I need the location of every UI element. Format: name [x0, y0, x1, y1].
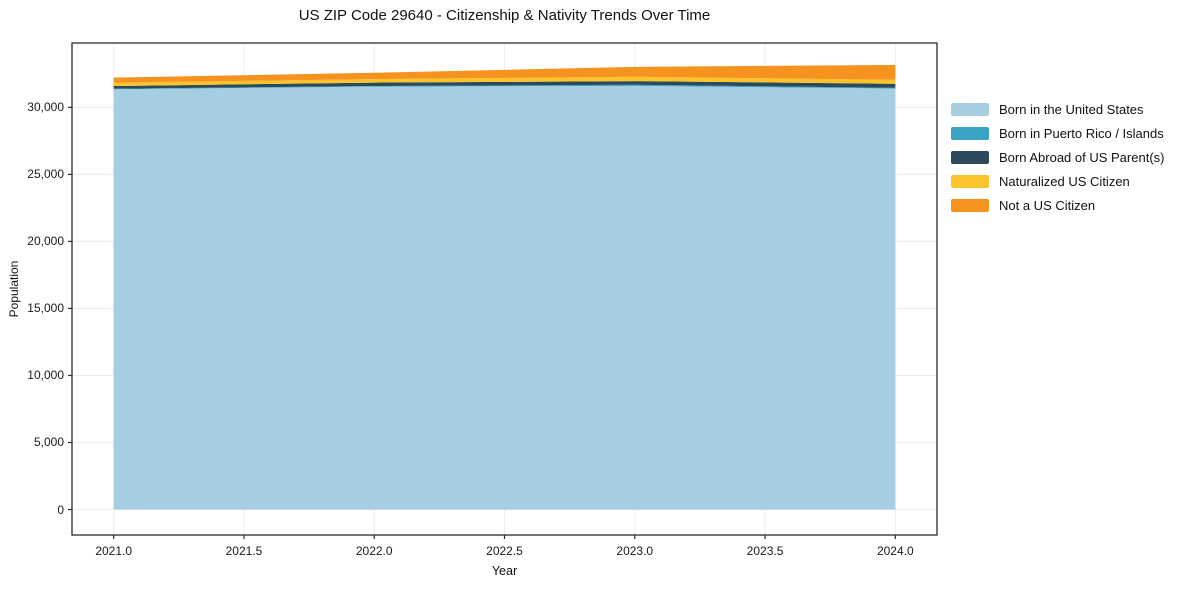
- y-tick-label: 5,000: [33, 435, 64, 450]
- area-series: [113, 84, 896, 90]
- x-tick-label: 2021.0: [95, 544, 133, 558]
- x-tick-label: 2022.5: [486, 544, 523, 558]
- x-tick-label: 2021.5: [225, 544, 263, 558]
- legend-item: Born in Puerto Rico / Islands: [951, 125, 1164, 141]
- y-tick-label: 15,000: [27, 301, 64, 316]
- area-series: [113, 64, 896, 83]
- y-tick-label: 10,000: [27, 368, 64, 383]
- legend-swatch: [951, 102, 989, 116]
- legend-item: Not a US Citizen: [951, 197, 1164, 213]
- chart-title: US ZIP Code 29640 - Citizenship & Nativi…: [298, 7, 711, 24]
- y-tick-label: 0: [57, 502, 64, 517]
- legend-item-label: Born in the United States: [999, 101, 1144, 117]
- legend-swatch: [951, 198, 989, 212]
- legend-item-label: Born Abroad of US Parent(s): [999, 149, 1165, 165]
- legend-item-label: Born in Puerto Rico / Islands: [999, 125, 1164, 141]
- x-tick-label: 2022.0: [355, 544, 393, 558]
- y-tick-label: 25,000: [27, 167, 64, 182]
- legend-item-label: Naturalized US Citizen: [999, 173, 1130, 189]
- y-tick-label: 20,000: [27, 234, 64, 249]
- x-tick-label: 2024.0: [876, 544, 914, 558]
- legend-swatch: [951, 126, 989, 140]
- legend-item: Naturalized US Citizen: [951, 173, 1164, 189]
- legend-swatch: [951, 174, 989, 188]
- legend: Born in the United States Born in Puerto …: [951, 101, 1165, 213]
- area-series: [113, 76, 896, 86]
- x-tick-label: 2023.0: [616, 544, 654, 558]
- legend-item-label: Not a US Citizen: [999, 197, 1096, 213]
- x-tick-label: 2023.5: [746, 544, 784, 558]
- legend-swatch: [951, 150, 989, 164]
- area-series: [113, 81, 896, 89]
- legend-item: Born in the United States: [951, 101, 1164, 117]
- x-axis-label: Year: [491, 564, 518, 578]
- y-tick-label: 30,000: [27, 100, 64, 115]
- legend-item: Born Abroad of US Parent(s): [951, 149, 1165, 165]
- area-series: [113, 85, 896, 510]
